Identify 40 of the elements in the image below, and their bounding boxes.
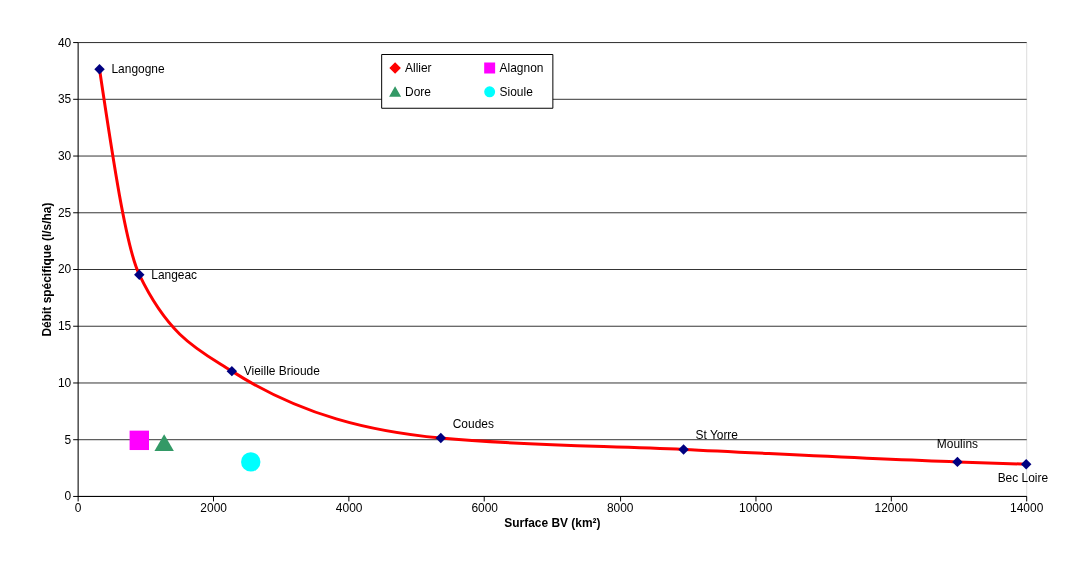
point (678, 444, 689, 455)
point (241, 452, 261, 472)
point (94, 64, 105, 75)
x-tick-label: 2000 (200, 501, 228, 516)
annotation: Moulins (936, 436, 979, 451)
y-tick-label: 0 (64, 489, 72, 504)
annotation: St Yorre (695, 428, 739, 443)
x-tick-label: 0 (74, 501, 82, 516)
x-tick-label: 4000 (335, 501, 363, 516)
y-tick-label: 10 (57, 375, 72, 390)
annotation: Coudes (452, 417, 494, 432)
x-tick-label: 8000 (606, 501, 634, 516)
legend-label: Dore (405, 84, 432, 99)
x-tick-label: 6000 (471, 501, 499, 516)
point (134, 269, 145, 280)
y-axis-title: Débit spécifique (l/s/ha) (39, 202, 54, 337)
point (226, 365, 238, 377)
annotation: Vieille Brioude (243, 364, 321, 379)
x-tick-label: 14000 (1010, 501, 1044, 516)
y-tick-label: 20 (57, 262, 72, 277)
point (435, 432, 447, 444)
y-tick-label: 30 (57, 149, 72, 164)
y-tick-label: 40 (57, 35, 72, 50)
legend-label: Allier (405, 61, 432, 76)
x-tick-label: 12000 (874, 501, 909, 516)
x-tick-label: 10000 (739, 501, 773, 516)
y-tick-label: 35 (57, 92, 72, 107)
y-tick-label: 25 (57, 205, 72, 220)
legend-label: Alagnon (499, 61, 544, 76)
annotation: Langogne (111, 62, 165, 77)
annotation: Bec Loire (997, 471, 1049, 486)
point (1020, 458, 1032, 470)
y-tick-label: 15 (57, 319, 72, 334)
legend-label: Sioule (499, 84, 534, 99)
point (129, 430, 149, 451)
annotation: Langeac (151, 267, 198, 282)
y-tick-label: 5 (64, 432, 72, 447)
point (154, 434, 174, 452)
x-axis-title: Surface BV (km²) (504, 516, 601, 531)
point (952, 456, 963, 468)
